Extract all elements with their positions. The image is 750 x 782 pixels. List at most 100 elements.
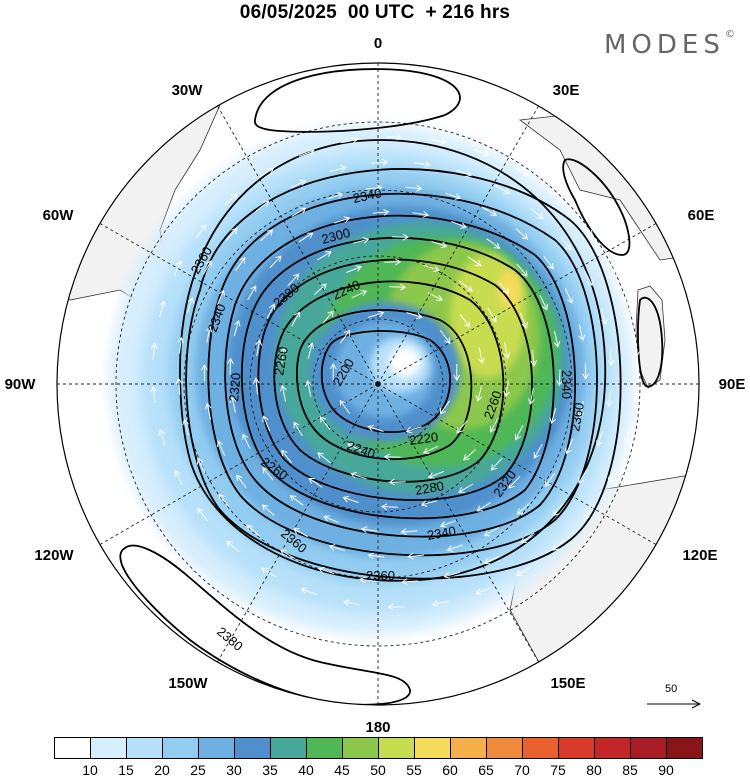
wind-vector-arrow bbox=[287, 273, 300, 287]
legend-tick-label: 25 bbox=[190, 762, 206, 778]
wind-vector-arrow bbox=[607, 258, 616, 275]
wind-vector-arrow bbox=[269, 255, 282, 269]
wind-vector-arrow bbox=[262, 415, 271, 432]
wind-vector-arrow bbox=[252, 377, 260, 395]
wind-vector-arrow bbox=[341, 137, 358, 144]
legend-tick-label: 60 bbox=[442, 762, 458, 778]
wind-vector-arrow bbox=[490, 457, 503, 471]
wind-vector-arrow bbox=[339, 329, 351, 344]
wind-vector-arrow bbox=[486, 238, 501, 249]
contour-label: 2360 bbox=[567, 401, 587, 432]
lon-label-60e: 60E bbox=[688, 207, 715, 224]
wind-vector-arrow bbox=[516, 502, 530, 515]
lon-label-90e: 90E bbox=[719, 376, 746, 393]
wind-vector-arrow bbox=[439, 330, 451, 344]
wind-vector-arrow bbox=[405, 426, 422, 434]
wind-vector-arrow bbox=[327, 192, 344, 200]
wind-vector-arrow bbox=[316, 251, 332, 261]
wind-vector-arrow bbox=[530, 207, 544, 220]
wind-vector-arrow bbox=[420, 500, 438, 507]
wind-vector-arrow bbox=[519, 312, 528, 329]
contour-2200 bbox=[320, 330, 452, 433]
wind-vector-arrow bbox=[475, 385, 483, 402]
wind-vector-arrow bbox=[226, 227, 238, 241]
wind-vector-arrow bbox=[293, 421, 303, 437]
contour-2340 bbox=[185, 168, 622, 580]
wind-vector-arrow bbox=[158, 428, 166, 446]
wind-vector-arrow bbox=[478, 347, 485, 365]
wind-vector-arrow bbox=[289, 495, 304, 506]
legend-tick-label: 15 bbox=[118, 762, 134, 778]
wind-vector-arrow bbox=[388, 478, 406, 486]
wind-vector-arrow bbox=[317, 452, 331, 464]
wind-vector-arrow bbox=[481, 206, 497, 216]
wind-vector-arrow bbox=[514, 166, 529, 177]
brand-name: MODES bbox=[604, 30, 725, 60]
wind-vector-arrow bbox=[475, 587, 492, 595]
contour-label: 2280 bbox=[414, 478, 445, 498]
wind-vector-arrow bbox=[173, 260, 183, 276]
wind-vector-arrow bbox=[467, 256, 482, 267]
contour-label: 2360 bbox=[366, 568, 395, 583]
legend-color-box bbox=[162, 737, 199, 759]
wind-vector-arrow bbox=[632, 340, 640, 358]
wind-vector-arrow bbox=[247, 285, 257, 301]
contour-2280 bbox=[240, 237, 555, 520]
wind-vector-arrow bbox=[514, 425, 524, 441]
legend-color-box bbox=[450, 737, 487, 759]
legend-color-box bbox=[126, 737, 163, 759]
wind-vector-arrow bbox=[383, 453, 401, 461]
wind-vector-arrow bbox=[197, 457, 206, 474]
south-pole-marker bbox=[375, 381, 381, 387]
polar-map: 2340 2360 2300 2340 2380 2240 2260 2200 … bbox=[5, 35, 746, 735]
wind-vector-arrow bbox=[319, 416, 331, 431]
legend-tick-label: 55 bbox=[406, 762, 422, 778]
brand-logo: MODES© bbox=[604, 29, 735, 60]
wind-vector-arrow bbox=[328, 544, 346, 552]
wind-vector-arrow bbox=[186, 297, 195, 314]
legend-color-box bbox=[378, 737, 415, 759]
wind-vector-arrow bbox=[427, 292, 443, 301]
wind-vector-arrow bbox=[204, 402, 212, 420]
wind-vector-arrow bbox=[508, 475, 521, 489]
wind-vector-arrow bbox=[150, 342, 158, 360]
legend-color-box bbox=[522, 737, 559, 759]
wind-vector-arrow bbox=[308, 477, 323, 488]
wind-vector-arrow bbox=[391, 233, 409, 241]
legend-tick-label: 10 bbox=[82, 762, 98, 778]
wind-vector-arrow bbox=[451, 220, 467, 229]
wind-vector-arrow bbox=[381, 503, 399, 511]
wind-vector-arrow bbox=[515, 228, 529, 240]
wind-vector-arrow bbox=[351, 290, 368, 299]
wind-vector-arrow bbox=[229, 396, 237, 414]
wind-vector-arrow bbox=[298, 232, 314, 243]
wind-vector-arrow bbox=[177, 336, 185, 354]
wind-vector-arrow bbox=[323, 515, 339, 524]
contour-label: 2320 bbox=[226, 372, 243, 402]
map-title: 06/05/2025 00 UTC + 216 hrs bbox=[239, 2, 511, 23]
wind-vector-arrow bbox=[318, 566, 335, 575]
map-boundary bbox=[56, 62, 700, 706]
wind-vector-arrow bbox=[595, 430, 604, 447]
legend-color-box bbox=[270, 737, 307, 759]
wind-vector-arrow bbox=[217, 440, 226, 456]
wind-vector-arrow bbox=[226, 357, 234, 375]
wind-vector-arrow bbox=[205, 325, 213, 343]
wind-vector-arrow bbox=[368, 310, 385, 318]
legend-color-box bbox=[342, 737, 379, 759]
wind-vector-arrow bbox=[175, 377, 183, 395]
wind-vector-arrow bbox=[414, 160, 431, 168]
wind-vector-arrow bbox=[307, 342, 315, 359]
lon-label-30e: 30E bbox=[553, 82, 580, 99]
legend-tick-label: 40 bbox=[298, 762, 314, 778]
wind-vector-arrow bbox=[624, 427, 631, 444]
wind-vector-arrow bbox=[544, 472, 556, 487]
wind-vector-arrow bbox=[483, 527, 499, 537]
wind-vector-arrow bbox=[543, 255, 554, 270]
wind-vector-arrow bbox=[305, 379, 312, 397]
wind-vector-arrow bbox=[279, 384, 287, 402]
wind-vector-arrow bbox=[300, 587, 317, 595]
wind-vector-arrow bbox=[365, 184, 383, 192]
wind-vector-arrow bbox=[632, 384, 640, 402]
legend-color-box bbox=[198, 737, 235, 759]
